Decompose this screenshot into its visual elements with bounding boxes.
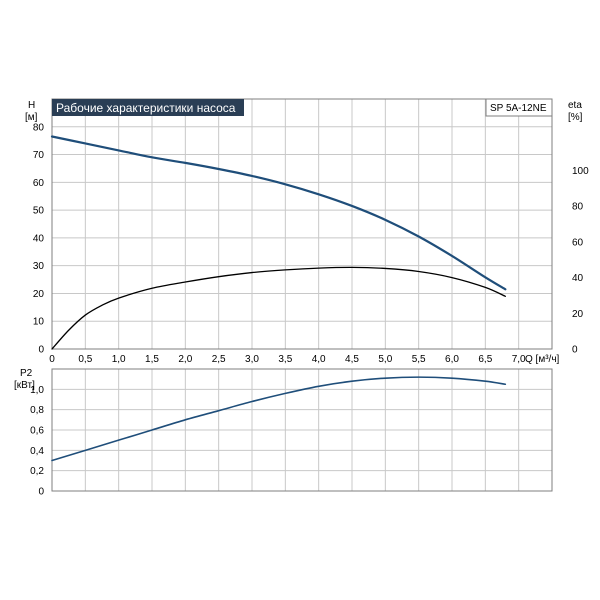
y-right-tick-label: 0 bbox=[572, 345, 578, 356]
x-tick-label: 6,0 bbox=[445, 354, 459, 365]
p2-tick-label: 0,4 bbox=[30, 446, 44, 457]
x-tick-label: 2,5 bbox=[212, 354, 226, 365]
x-tick-label: 4,5 bbox=[345, 354, 359, 365]
head-curve bbox=[50, 135, 507, 291]
y-right-axis-label: eta bbox=[568, 100, 582, 111]
y-right-tick-label: 60 bbox=[572, 237, 584, 248]
p2-tick-label: 0,8 bbox=[30, 405, 44, 416]
y-left-axis-label: H bbox=[28, 100, 35, 111]
x-tick-label: 0,5 bbox=[78, 354, 92, 365]
x-tick-label: 5,0 bbox=[378, 354, 392, 365]
y-left-tick-label: 30 bbox=[33, 261, 45, 272]
chart-title: Рабочие характеристики насоса bbox=[56, 101, 236, 115]
upper-x-ticks: 0 0,5 1,0 1,5 2,0 2,5 3,0 3,5 4,0 4,5 5,0 5,5 6,0 6,5… bbox=[49, 354, 526, 365]
model-label: SP 5A-12NE bbox=[490, 103, 547, 114]
power-curve bbox=[51, 376, 507, 462]
p2-tick-label: 0,2 bbox=[30, 466, 44, 477]
y-left-tick-label: 80 bbox=[33, 122, 45, 133]
y-left-axis-unit: [м] bbox=[25, 112, 38, 123]
upper-left-ticks: 0 10 20 30 40 50 60 70 80 bbox=[33, 122, 45, 355]
y-right-tick-label: 80 bbox=[572, 202, 584, 213]
y-right-axis-unit: [%] bbox=[568, 112, 583, 123]
efficiency-curve bbox=[51, 266, 506, 350]
y-left-tick-label: 50 bbox=[33, 206, 45, 217]
x-tick-label: 1,5 bbox=[145, 354, 159, 365]
upper-grid bbox=[51, 98, 552, 350]
upper-series bbox=[50, 135, 507, 350]
x-tick-label: 1,0 bbox=[112, 354, 126, 365]
upper-right-ticks: 0 20 40 60 80 100 bbox=[572, 166, 589, 356]
p2-tick-label: 0 bbox=[38, 487, 44, 498]
p2-tick-label: 1,0 bbox=[30, 385, 44, 396]
head-efficiency-panel: 0 0,5 1,0 1,5 2,0 2,5 3,0 3,5 4,0 4,5 5,0 5,5 6,0 6,5… bbox=[25, 98, 589, 365]
lower-grid bbox=[51, 368, 552, 492]
x-axis-label: Q [м³/ч] bbox=[525, 354, 560, 365]
x-tick-label: 4,0 bbox=[312, 354, 326, 365]
y-left-tick-label: 70 bbox=[33, 150, 45, 161]
y-left-tick-label: 10 bbox=[33, 317, 45, 328]
y-left-tick-label: 20 bbox=[33, 289, 45, 300]
y-right-tick-label: 20 bbox=[572, 309, 584, 320]
upper-plot-frame bbox=[51, 98, 553, 350]
y-left-tick-label: 0 bbox=[38, 345, 44, 356]
x-tick-label: 3,0 bbox=[245, 354, 259, 365]
y-left-tick-label: 40 bbox=[33, 233, 45, 244]
x-tick-label: 5,5 bbox=[412, 354, 426, 365]
p2-tick-label: 0,6 bbox=[30, 426, 44, 437]
x-tick-label: 3,5 bbox=[278, 354, 292, 365]
chart-title-box bbox=[52, 99, 244, 116]
model-box bbox=[485, 98, 553, 117]
y-right-tick-label: 100 bbox=[572, 166, 589, 177]
lower-y-ticks: 0 0,2 0,4 0,6 0,8 1,0 bbox=[30, 385, 44, 498]
x-tick-label: 7,0 bbox=[512, 354, 526, 365]
y-left-tick-label: 60 bbox=[33, 178, 45, 189]
y-right-tick-label: 40 bbox=[572, 273, 584, 284]
lower-plot-frame bbox=[51, 368, 553, 492]
x-tick-label: 6,5 bbox=[478, 354, 492, 365]
power-panel: 0 0,2 0,4 0,6 0,8 1,0 P2 [кВт] bbox=[14, 368, 553, 498]
p2-axis-unit: [кВт] bbox=[14, 380, 35, 391]
x-tick-label: 0 bbox=[49, 354, 55, 365]
p2-axis-label: P2 bbox=[20, 368, 33, 379]
x-tick-label: 2,0 bbox=[178, 354, 192, 365]
lower-series bbox=[51, 376, 507, 462]
